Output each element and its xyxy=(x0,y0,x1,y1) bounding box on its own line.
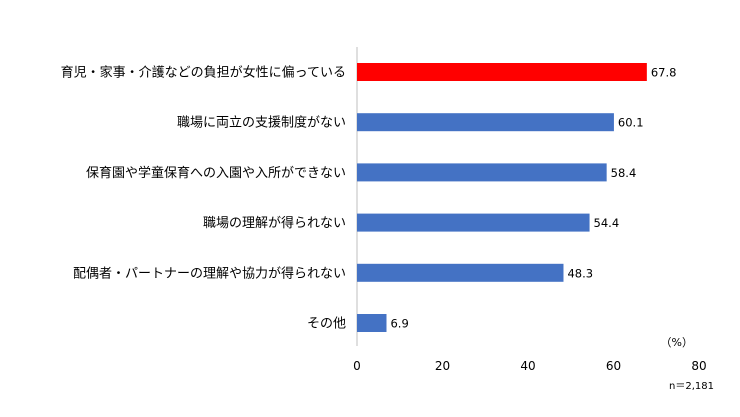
unit-label: （%） xyxy=(661,336,693,349)
category-labels: 育児・家事・介護などの負担が女性に偏っている職場に両立の支援制度がない保育園や学… xyxy=(61,65,346,332)
x-tick-label-80: 80 xyxy=(691,359,706,373)
value-label-1: 67.8 xyxy=(651,66,677,80)
value-label-6: 6.9 xyxy=(390,317,408,331)
value-label-5: 48.3 xyxy=(567,266,593,280)
x-tick-label-60: 60 xyxy=(606,359,621,373)
value-label-2: 60.1 xyxy=(618,116,644,130)
category-label-3: 保育園や学童保育への入園や入所ができない xyxy=(86,165,346,181)
category-label-6: その他 xyxy=(307,317,346,332)
category-label-4: 職場の理解が得られない xyxy=(203,215,346,231)
x-tick-labels: 0 20 40 60 80 xyxy=(353,359,706,373)
x-tick-label-40: 40 xyxy=(520,359,535,373)
category-label-1: 育児・家事・介護などの負担が女性に偏っている xyxy=(61,65,346,81)
bar-2 xyxy=(357,113,614,132)
sample-size-note: n＝2,181 xyxy=(669,381,714,392)
bar-4 xyxy=(357,213,590,232)
x-tick-label-20: 20 xyxy=(435,359,450,373)
x-tick-label-0: 0 xyxy=(353,359,361,373)
category-label-5: 配偶者・パートナーの理解や協力が得られない xyxy=(73,265,346,281)
bar-3 xyxy=(357,163,607,182)
value-labels: 67.8 60.1 58.4 54.4 48.3 6.9 xyxy=(390,66,676,331)
bar-group xyxy=(357,63,647,332)
value-label-4: 54.4 xyxy=(594,216,620,230)
category-label-2: 職場に両立の支援制度がない xyxy=(177,115,346,131)
value-label-3: 58.4 xyxy=(611,166,637,180)
bar-6 xyxy=(357,314,387,332)
bar-5 xyxy=(357,263,564,282)
bar-1 xyxy=(357,63,647,81)
